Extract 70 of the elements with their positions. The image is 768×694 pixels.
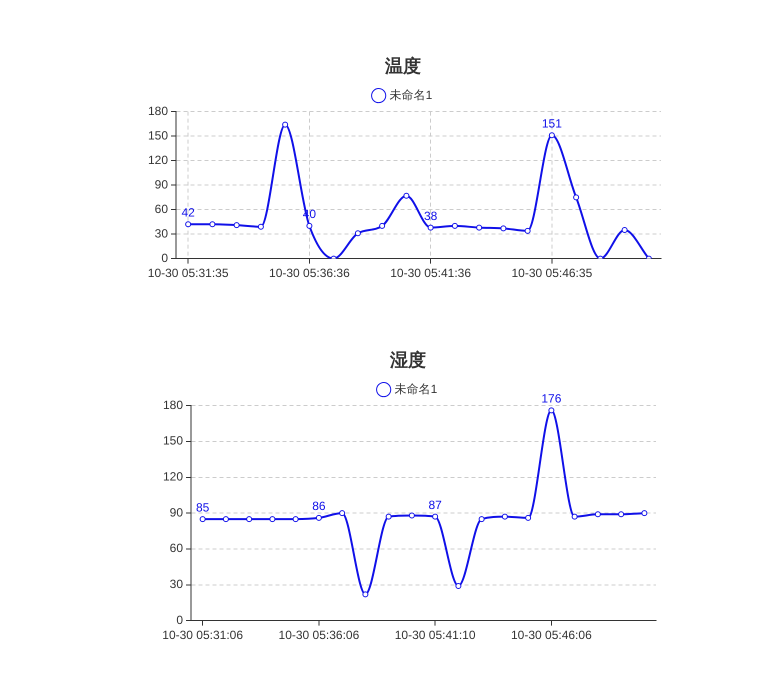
x-tick-label: 10-30 05:46:06 bbox=[511, 628, 592, 642]
point bbox=[428, 224, 434, 231]
y-tick-label: 0 bbox=[176, 612, 184, 627]
point bbox=[452, 222, 458, 229]
point bbox=[269, 516, 276, 522]
point bbox=[524, 228, 531, 234]
chart-title: 湿度 bbox=[389, 350, 426, 370]
y-tick-label: 120 bbox=[148, 152, 168, 167]
point bbox=[185, 221, 192, 228]
point bbox=[339, 510, 346, 516]
point bbox=[354, 230, 361, 236]
point bbox=[386, 514, 392, 520]
point bbox=[455, 582, 462, 589]
y-tick-label: 180 bbox=[148, 104, 168, 118]
y-tick-label: 0 bbox=[161, 250, 168, 265]
point bbox=[292, 516, 299, 522]
point bbox=[594, 511, 601, 518]
point bbox=[200, 516, 206, 522]
x-tick-label: 10-30 05:31:06 bbox=[162, 628, 244, 642]
y-tick-label: 150 bbox=[162, 434, 184, 448]
data-label: 85 bbox=[196, 500, 210, 514]
point bbox=[234, 222, 240, 228]
point bbox=[246, 516, 252, 522]
x-tick-label: 10-30 05:41:10 bbox=[394, 628, 476, 642]
point bbox=[362, 591, 368, 598]
point bbox=[258, 224, 264, 230]
point bbox=[572, 514, 578, 520]
point bbox=[379, 222, 386, 229]
point bbox=[548, 407, 554, 414]
legend-label: 未命名1 bbox=[390, 88, 433, 102]
y-tick-label: 60 bbox=[154, 202, 168, 216]
x-tick-label: 10-30 05:31:35 bbox=[148, 266, 229, 280]
chart-title: 温度 bbox=[384, 56, 421, 76]
data-label: 87 bbox=[428, 498, 442, 512]
y-tick-label: 30 bbox=[154, 226, 168, 240]
data-label: 38 bbox=[424, 208, 438, 223]
x-tick-label: 10-30 05:36:36 bbox=[269, 266, 350, 280]
point bbox=[222, 516, 229, 522]
point bbox=[548, 132, 555, 138]
point bbox=[282, 122, 288, 128]
data-label: 151 bbox=[542, 116, 562, 131]
point bbox=[209, 221, 216, 228]
point bbox=[502, 514, 508, 520]
point bbox=[622, 227, 628, 234]
x-tick-label: 10-30 05:41:36 bbox=[390, 266, 472, 280]
legend-label: 未命名1 bbox=[394, 382, 438, 396]
y-tick-label: 180 bbox=[162, 398, 184, 412]
y-tick-label: 30 bbox=[170, 577, 184, 592]
point bbox=[306, 222, 312, 229]
y-tick-label: 90 bbox=[154, 177, 168, 192]
point bbox=[432, 514, 438, 520]
x-tick-label: 10-30 05:46:35 bbox=[512, 266, 593, 280]
y-tick-label: 120 bbox=[162, 470, 184, 484]
y-tick-label: 150 bbox=[148, 128, 168, 142]
point bbox=[403, 192, 410, 199]
point bbox=[316, 514, 322, 521]
x-tick-label: 10-30 05:36:06 bbox=[278, 628, 360, 642]
data-label: 176 bbox=[541, 392, 562, 406]
point bbox=[500, 225, 506, 232]
y-tick-label: 90 bbox=[170, 505, 184, 520]
point bbox=[476, 224, 482, 231]
point bbox=[478, 516, 485, 522]
data-label: 86 bbox=[312, 499, 326, 514]
point bbox=[641, 510, 648, 516]
y-tick-label: 60 bbox=[170, 541, 184, 556]
point bbox=[408, 512, 415, 518]
point bbox=[618, 511, 624, 518]
point bbox=[573, 194, 580, 200]
data-label: 42 bbox=[181, 206, 196, 220]
point bbox=[525, 514, 532, 521]
